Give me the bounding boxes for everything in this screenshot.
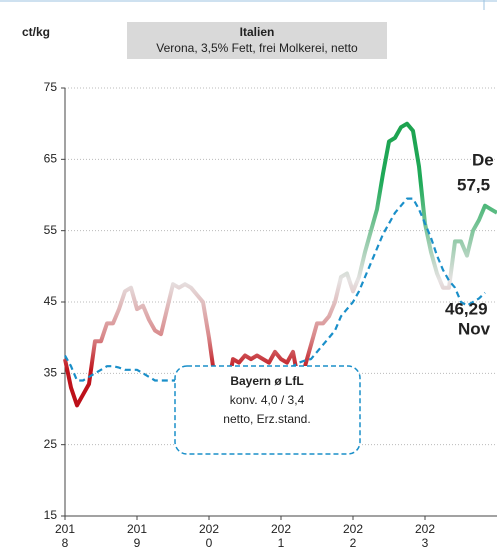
series-note: konv. 4,0 / 3,4 — [230, 393, 305, 407]
x-tick-label: 2020 — [198, 522, 220, 550]
y-tick-label: 45 — [44, 294, 58, 308]
x-tick-label: 2019 — [126, 522, 148, 550]
annotation: 46,29 — [445, 299, 488, 318]
series-label-box — [174, 365, 361, 455]
x-tick-label: 2022 — [342, 522, 364, 550]
y-tick-label: 35 — [44, 366, 58, 380]
y-tick-label: 75 — [44, 80, 58, 94]
series-note: netto, Erz.stand. — [223, 412, 310, 426]
annotation: Nov — [458, 319, 491, 338]
plot-area — [61, 87, 497, 520]
title-box — [127, 22, 387, 59]
annotation: 57,5 — [457, 175, 490, 194]
series-line — [64, 197, 486, 392]
series-name: Bayern ø LfL — [230, 374, 303, 388]
y-tick-label: 25 — [44, 437, 58, 451]
y-tick-label: 65 — [44, 152, 58, 166]
annotation: De — [472, 150, 494, 169]
y-tick-label: 15 — [44, 508, 58, 522]
x-tick-label: 2021 — [270, 522, 292, 550]
y-axis-label: ct/kg — [22, 25, 50, 39]
chart-title: Italien — [240, 25, 275, 39]
x-tick-label: 2023 — [414, 522, 436, 550]
y-tick-label: 55 — [44, 223, 58, 237]
series-line — [63, 121, 497, 408]
chart-subtitle: Verona, 3,5% Fett, frei Molkerei, netto — [156, 41, 358, 55]
x-tick-label: 2018 — [54, 522, 76, 550]
